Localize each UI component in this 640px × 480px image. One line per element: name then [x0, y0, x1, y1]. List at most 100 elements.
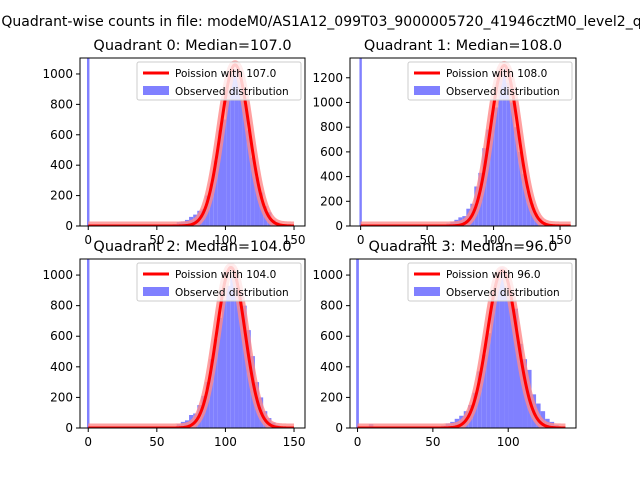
subplot-title: Quadrant 0: Median=107.0: [93, 38, 291, 54]
quadrant-0-panel: 0 50 100 150 0 200 400 600 800 1000 Quadrant 0: Me…: [42, 38, 306, 247]
histogram-bar: [356, 259, 359, 428]
poisson-fit-line: [87, 63, 295, 226]
y-tick-label: 200: [320, 390, 343, 404]
histogram-bar: [508, 298, 514, 428]
y-tick-label: 0: [65, 421, 73, 435]
histogram-bar: [234, 278, 239, 428]
legend-hist-swatch: [414, 287, 440, 296]
y-tick-label: 0: [335, 421, 343, 435]
legend-hist-label: Observed distribution: [175, 287, 289, 299]
histogram-bar: [506, 82, 511, 226]
subplot-title: Quadrant 2: Median=104.0: [93, 239, 291, 255]
y-tick-label: 0: [335, 219, 343, 233]
y-tick-label: 1000: [42, 67, 73, 81]
legend-box: [136, 262, 302, 302]
legend-hist-label: Observed distribution: [446, 86, 560, 98]
legend-hist-label: Observed distribution: [175, 86, 289, 98]
figure-suptitle: Histogram for Quadrant-wise counts in fi…: [0, 14, 640, 30]
y-tick-label: 800: [50, 97, 73, 111]
legend-fit-label: Poission with 107.0: [175, 68, 276, 80]
x-tick-label: 150: [283, 233, 306, 247]
x-tick-label: 100: [214, 435, 237, 449]
histogram-bar: [502, 67, 507, 226]
axes-frame: [79, 57, 306, 227]
legend-box: [136, 61, 302, 101]
x-tick-label: 0: [354, 435, 362, 449]
histogram-bar: [490, 291, 496, 428]
legend: Poission with 107.0 Observed distribution: [136, 61, 302, 101]
y-tick-label: 800: [320, 299, 343, 313]
y-tick-label: 600: [50, 329, 73, 343]
x-tick-label: 50: [149, 233, 164, 247]
y-tick-label: 200: [50, 189, 73, 203]
legend-fit-label: Poission with 96.0: [446, 269, 541, 281]
legend-hist-swatch: [143, 86, 169, 95]
histogram-bar: [517, 343, 523, 428]
y-tick-label: 600: [50, 128, 73, 142]
histogram-bar: [242, 101, 247, 226]
histogram-bar: [246, 130, 251, 226]
histogram-bar: [234, 69, 239, 226]
histogram-bar: [504, 285, 509, 428]
histogram-bar: [486, 129, 491, 226]
x-tick-label: 100: [497, 435, 520, 449]
histogram-bar: [242, 305, 247, 428]
y-tick-label: 400: [320, 170, 343, 184]
legend-box: [407, 262, 573, 302]
legend-hist-swatch: [143, 287, 169, 296]
axes-frame: [349, 57, 577, 227]
y-tick-label: 800: [320, 120, 343, 134]
poisson-fit-line: [359, 63, 572, 226]
x-tick-label: 100: [214, 233, 237, 247]
histogram-bar: [217, 317, 222, 428]
histogram-bar: [526, 191, 531, 226]
legend: Poission with 108.0 Observed distribution: [407, 61, 573, 101]
histogram-bar: [481, 354, 487, 428]
y-tick-label: 400: [50, 360, 73, 374]
quadrant-1-panel: 0 50 100 150 0 200 400 600 800 1000 1200 Quadrant 1…: [312, 38, 577, 247]
x-tick-label: 50: [419, 233, 434, 247]
legend: Poission with 104.0 Observed distribution: [136, 262, 302, 302]
x-tick-label: 0: [357, 233, 365, 247]
x-tick-label: 150: [283, 435, 306, 449]
histogram-bar: [238, 293, 243, 428]
subplot-title: Quadrant 3: Median=96.0: [369, 239, 558, 255]
y-tick-label: 200: [50, 390, 73, 404]
subplot-title: Quadrant 1: Median=108.0: [364, 38, 562, 54]
y-tick-label: 1000: [312, 95, 343, 109]
histogram-bar: [518, 151, 523, 226]
x-tick-label: 0: [84, 435, 92, 449]
y-tick-label: 600: [320, 329, 343, 343]
histogram-bar: [226, 89, 231, 226]
axes-frame: [349, 258, 577, 429]
histogram-bar: [217, 130, 222, 226]
histogram-bar: [230, 275, 235, 428]
legend-fit-label: Poission with 104.0: [175, 269, 276, 281]
y-tick-label: 800: [50, 299, 73, 313]
histogram-bar: [226, 285, 231, 428]
histogram-bar: [494, 107, 499, 226]
histogram-bar: [514, 127, 519, 226]
x-tick-label: 0: [84, 233, 92, 247]
histogram-bar: [250, 157, 255, 226]
legend-fit-label: Poission with 108.0: [446, 68, 547, 80]
histogram-bar: [86, 58, 90, 226]
quadrant-2-panel: 0 50 100 150 0 200 400 600 800 1000 Quadrant 2: Me…: [42, 239, 306, 449]
y-tick-label: 600: [320, 145, 343, 159]
legend: Poission with 96.0 Observed distribution: [407, 262, 573, 302]
plot-area: [84, 259, 298, 428]
histogram-bar: [213, 339, 218, 428]
histogram-bar: [213, 160, 218, 226]
x-tick-label: 100: [482, 233, 505, 247]
histogram-bar: [209, 183, 214, 226]
histogram-bar: [498, 77, 503, 226]
y-tick-label: 1000: [312, 268, 343, 282]
histogram-bar: [221, 119, 227, 226]
axes-frame: [79, 258, 306, 429]
histogram-bar: [495, 278, 500, 428]
histogram-bar: [490, 114, 495, 226]
legend-hist-swatch: [414, 86, 440, 95]
